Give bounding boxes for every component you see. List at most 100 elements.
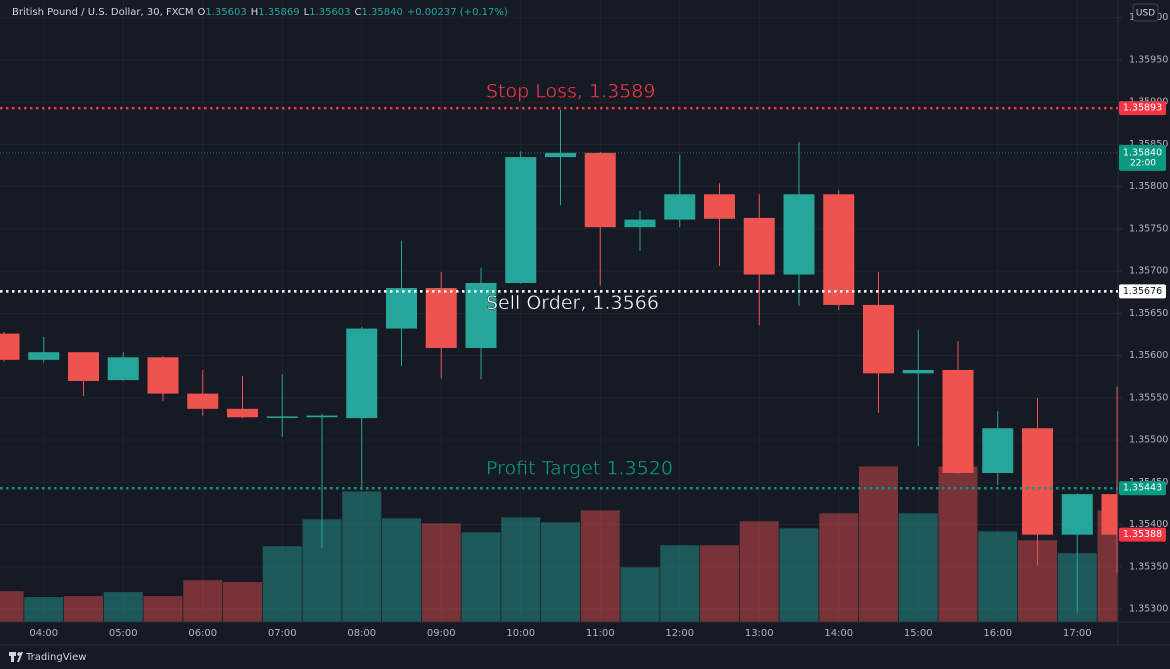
volume-bar xyxy=(620,567,660,622)
candle-body xyxy=(266,416,298,418)
volume-bar xyxy=(541,522,580,622)
candle-body xyxy=(664,194,696,220)
candle-body xyxy=(425,288,457,348)
header-text: C xyxy=(355,7,362,18)
header-text: 1.35603 xyxy=(205,7,246,18)
brand-logo xyxy=(9,652,23,662)
price-tag-label: 1.35676 xyxy=(1123,286,1162,297)
x-tick-label: 09:00 xyxy=(427,628,456,639)
header-text: O xyxy=(197,7,205,18)
volume-bar xyxy=(660,545,700,622)
volume-bar xyxy=(143,596,183,622)
plot-area xyxy=(0,109,1118,622)
price-tag xyxy=(1119,481,1166,496)
x-tick-label: 10:00 xyxy=(506,628,535,639)
candle-body xyxy=(0,333,20,360)
y-tick-label: 1.35350 xyxy=(1129,561,1168,572)
order-label: Sell Order, 1.3566 xyxy=(486,292,659,314)
y-tick-label: 1.35950 xyxy=(1129,54,1168,65)
x-tick-label: 14:00 xyxy=(824,628,853,639)
volume-bar xyxy=(262,546,302,622)
candle-body xyxy=(346,328,378,419)
price-tag xyxy=(1119,144,1166,171)
candle-body xyxy=(227,408,258,418)
price-tag-label: 1.35840 xyxy=(1123,147,1162,158)
volume-bar xyxy=(580,510,620,622)
brand: TradingView xyxy=(25,652,86,663)
price-tag-label: 1.35388 xyxy=(1123,529,1162,540)
x-tick-label: 08:00 xyxy=(347,628,376,639)
overlay: Stop Loss, 1.3589 1.35893 Sell Order, 1.35… xyxy=(0,80,1166,542)
volume-bar xyxy=(382,518,421,622)
order-label: Stop Loss, 1.3589 xyxy=(486,81,655,103)
price-tag-label: 1.35443 xyxy=(1123,483,1162,494)
y-tick-label: 1.35850 xyxy=(1129,139,1168,150)
candle-body xyxy=(942,369,974,474)
header-text: 1.35869 xyxy=(258,7,299,18)
candle-body xyxy=(902,369,934,374)
volume-bar xyxy=(461,532,501,622)
candle-body xyxy=(1101,494,1118,535)
price-tag-label: 1.35893 xyxy=(1123,103,1162,114)
y-tick-label: 1.35800 xyxy=(1129,181,1168,192)
y-tick-label: 1.35700 xyxy=(1129,266,1168,277)
volume-bar xyxy=(24,597,64,622)
x-tick-label: 04:00 xyxy=(29,628,58,639)
price-tag xyxy=(1119,284,1166,299)
volume-bar xyxy=(223,582,262,622)
volume-bar xyxy=(859,466,898,622)
candle-body xyxy=(704,194,735,219)
candle-body xyxy=(823,194,855,305)
volume-bar xyxy=(64,596,103,622)
price-tag xyxy=(1119,527,1166,542)
candle-body xyxy=(28,352,60,360)
header-text: L xyxy=(304,7,310,18)
candle-body xyxy=(545,152,576,158)
candle-body xyxy=(386,288,417,329)
x-tick-label: 13:00 xyxy=(745,628,774,639)
y-tick-label: 1.35600 xyxy=(1129,350,1168,361)
candle-body xyxy=(863,304,894,374)
candle-body xyxy=(68,352,99,381)
header-text: British Pound / U.S. Dollar, 30, FXCM xyxy=(12,7,193,18)
header: British Pound / U.S. Dollar, 30, FXCM O1.… xyxy=(12,7,508,18)
order-label: Profit Target 1.3520 xyxy=(486,458,673,480)
volume-bar xyxy=(342,491,382,622)
grid xyxy=(0,0,1118,622)
header-text: +0.00237 (+0.17%) xyxy=(407,7,508,18)
header-text: 1.35603 xyxy=(309,7,350,18)
volume-bar xyxy=(700,545,739,622)
currency-box[interactable] xyxy=(1132,3,1159,22)
candle-body xyxy=(1061,494,1093,535)
x-tick-label: 12:00 xyxy=(665,628,694,639)
volume-bar xyxy=(898,513,938,622)
x-tick-label: 15:00 xyxy=(904,628,933,639)
x-tick-label: 16:00 xyxy=(983,628,1012,639)
candle-body xyxy=(147,357,179,394)
candle-body xyxy=(306,415,338,418)
x-tick-label: 11:00 xyxy=(586,628,615,639)
volume-bar xyxy=(421,523,461,622)
candle-body xyxy=(584,152,616,228)
y-tick-label: 1.35550 xyxy=(1129,392,1168,403)
volume-bar xyxy=(938,466,978,622)
volume-bar xyxy=(0,591,24,622)
volume-bar xyxy=(978,531,1018,622)
y-tick-label: 1.35300 xyxy=(1129,603,1168,614)
currency[interactable]: USD xyxy=(1136,9,1155,19)
volume-bar xyxy=(819,513,859,622)
candle-body xyxy=(187,393,219,409)
volume-bar xyxy=(779,528,819,622)
x-tick-label: 17:00 xyxy=(1063,628,1092,639)
y-tick-label: 1.35650 xyxy=(1129,308,1168,319)
candle-body xyxy=(982,428,1014,474)
volume-bar xyxy=(103,592,143,622)
x-tick-label: 06:00 xyxy=(188,628,217,639)
candle-body xyxy=(624,219,656,228)
x-tick-label: 07:00 xyxy=(268,628,297,639)
header-text: 1.35840 xyxy=(362,7,403,18)
candle-body xyxy=(505,157,537,283)
volume-bar xyxy=(739,521,779,622)
